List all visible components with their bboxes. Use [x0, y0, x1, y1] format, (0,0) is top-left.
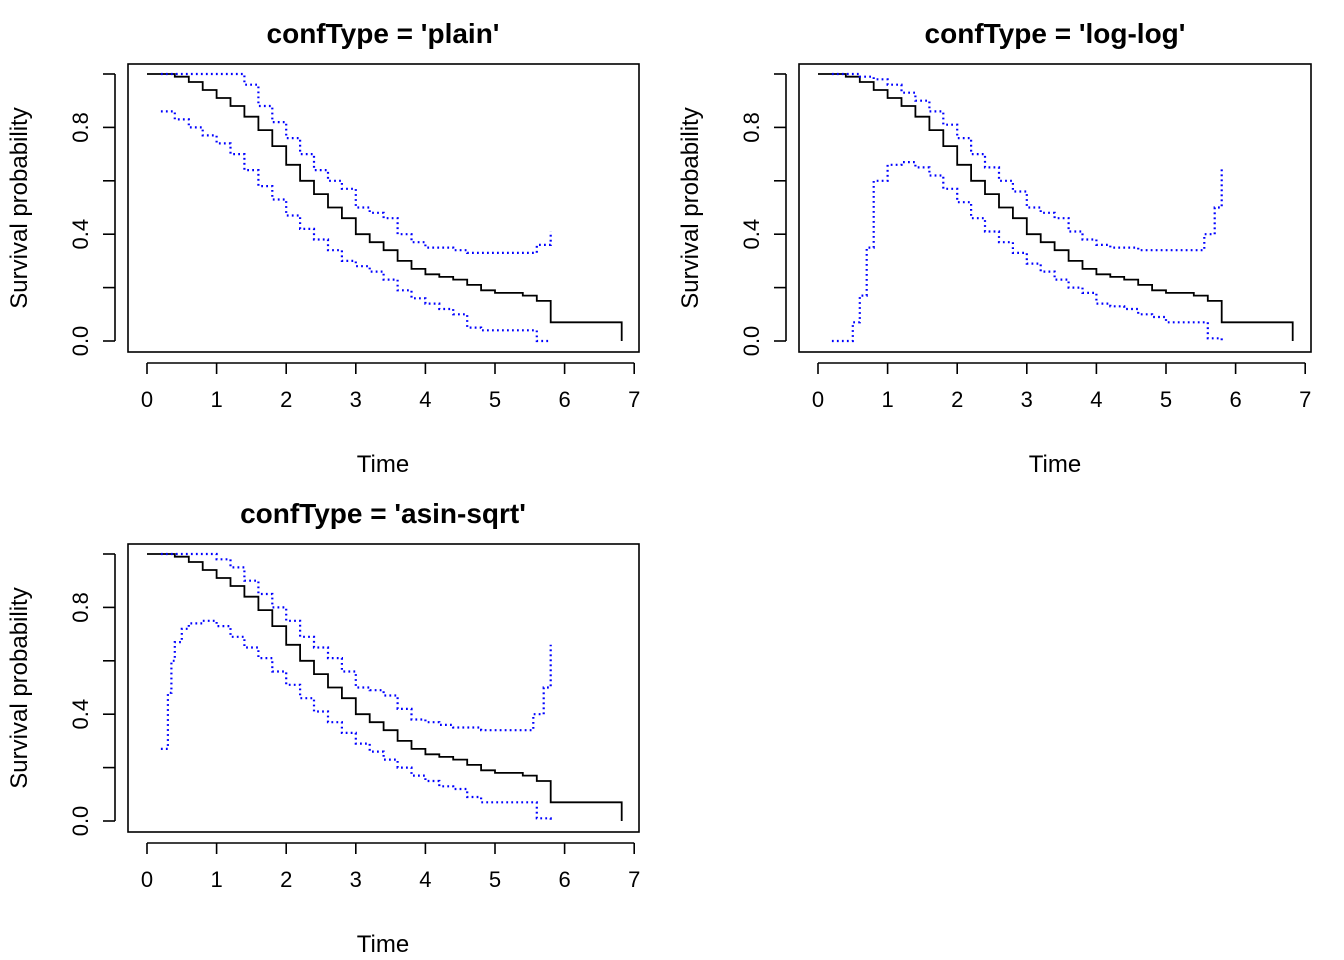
x-tick-label: 0: [812, 387, 824, 412]
chart-title: confType = 'log-log': [925, 18, 1186, 49]
x-tick-label: 6: [1229, 387, 1241, 412]
x-tick-label: 4: [1090, 387, 1102, 412]
x-tick-label: 5: [489, 867, 501, 892]
chart-panel-3: confType = 'asin-sqrt' 0 1 2 3 4 5 6 7 0.0 0.4 0.8 T…: [6, 498, 640, 958]
confidence-lower-curve: [160, 110, 551, 343]
survival-curve: [147, 553, 623, 821]
confidence-upper-curve: [831, 72, 1223, 252]
survival-curve: [818, 73, 1294, 341]
plot-frame: [127, 543, 640, 833]
x-axis-label: Time: [357, 931, 409, 958]
y-tick-label: 0.8: [739, 112, 764, 143]
x-tick-label: 6: [558, 867, 570, 892]
x-tick-label: 7: [1299, 387, 1311, 412]
x-tick-label: 1: [210, 387, 222, 412]
x-tick-label: 5: [1160, 387, 1172, 412]
y-tick-label: 0.8: [68, 592, 93, 623]
y-tick-label: 0.4: [68, 699, 93, 730]
x-axis-label: Time: [1029, 451, 1081, 478]
x-tick-label: 3: [350, 867, 362, 892]
chart-title: confType = 'plain': [267, 18, 500, 49]
y-axis-label: Survival probability: [6, 107, 33, 308]
x-tick-label: 3: [350, 387, 362, 412]
x-axis-label: Time: [357, 451, 409, 478]
chart-panel-2: confType = 'log-log' 0 1 2 3 4 5 6 7 0.0 0.4 0.8 Tim…: [677, 18, 1312, 478]
x-tick-label: 7: [628, 387, 640, 412]
confidence-lower-curve: [160, 619, 552, 821]
x-tick-label: 0: [141, 387, 153, 412]
y-axis-label: Survival probability: [6, 587, 33, 788]
y-axis-label: Survival probability: [677, 107, 704, 308]
chart-title: confType = 'asin-sqrt': [240, 498, 526, 529]
y-tick-label: 0.4: [68, 219, 93, 250]
x-tick-label: 2: [280, 867, 292, 892]
x-tick-label: 4: [419, 867, 431, 892]
x-tick-label: 1: [210, 867, 222, 892]
x-tick-label: 2: [951, 387, 963, 412]
x-tick-label: 0: [141, 867, 153, 892]
plot-frame: [798, 63, 1312, 353]
y-tick-label: 0.0: [739, 326, 764, 357]
confidence-upper-curve: [160, 552, 552, 732]
y-tick-label: 0.0: [68, 326, 93, 357]
y-tick-label: 0.4: [739, 219, 764, 250]
x-tick-label: 1: [881, 387, 893, 412]
x-tick-label: 6: [558, 387, 570, 412]
y-tick-label: 0.8: [68, 112, 93, 143]
x-tick-label: 3: [1021, 387, 1033, 412]
x-tick-label: 4: [419, 387, 431, 412]
survival-curve: [147, 73, 623, 341]
chart-panel-1: confType = 'plain' 0 1 2 3 4 5 6 7 0.0 0.4 0.8 Time S…: [6, 18, 640, 478]
plot-frame: [127, 63, 640, 353]
x-tick-label: 2: [280, 387, 292, 412]
x-tick-label: 5: [489, 387, 501, 412]
confidence-lower-curve: [831, 161, 1223, 343]
y-tick-label: 0.0: [68, 806, 93, 837]
x-tick-label: 7: [628, 867, 640, 892]
